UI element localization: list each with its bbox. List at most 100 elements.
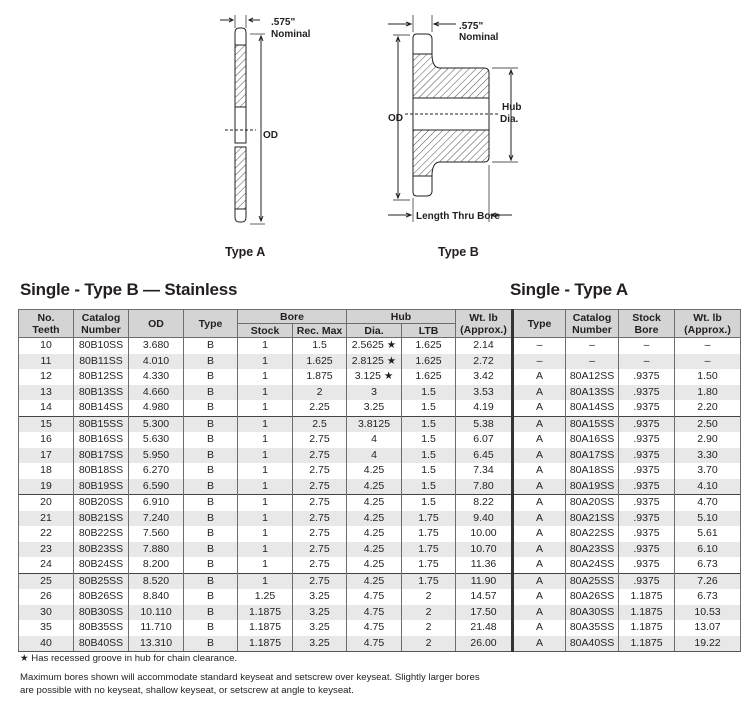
cell-bore-rec-max: 1.625 [292, 353, 347, 369]
cell-hub-ltb: 1.625 [400, 353, 457, 369]
cell-weight: 3.42 [455, 369, 514, 385]
header-a-type: Type [511, 309, 567, 338]
cell-od: 4.010 [128, 353, 184, 369]
cell-a-type: A [511, 415, 567, 432]
table-row: 11 80B11SS 4.010 B 1 1.625 2.8125 ★ 1.625 2.72– –… [18, 353, 742, 369]
cell-catalog: 80B26SS [73, 589, 129, 605]
cell-bore-stock: 1 [237, 432, 293, 448]
cell-od: 13.310 [128, 635, 184, 652]
table-row: 21 80B21SS 7.240 B 1 2.75 4.25 1.75 9.40 A 80A21SS… [18, 510, 742, 526]
cell-a-weight: 19.22 [674, 635, 742, 652]
cell-bore-rec-max: 2.75 [292, 526, 347, 542]
cell-bore-rec-max: 3.25 [292, 589, 347, 605]
cell-bore-stock: 1.25 [237, 589, 293, 605]
cell-catalog: 80B14SS [73, 400, 129, 416]
cell-a-weight: 5.10 [674, 510, 742, 526]
cell-a-weight: 6.73 [674, 589, 742, 605]
cell-teeth: 24 [18, 557, 74, 573]
cell-bore-rec-max: 3.25 [292, 635, 347, 652]
header-od: OD [128, 309, 184, 338]
cell-catalog: 80B13SS [73, 384, 129, 400]
cell-a-catalog: 80A12SS [565, 369, 620, 385]
header-rec-max: Rec. Max [292, 323, 347, 338]
cell-hub-dia: 3.25 [346, 400, 402, 416]
table-row: 25 80B25SS 8.520 B 1 2.75 4.25 1.75 11.90 A 80A25S… [18, 572, 742, 589]
cell-type: B [183, 447, 238, 463]
cell-hub-dia: 4.25 [346, 572, 402, 589]
cell-hub-ltb: 1.625 [400, 337, 457, 354]
cell-hub-dia: 4.25 [346, 494, 402, 511]
cell-bore-rec-max: 2.25 [292, 400, 347, 416]
cell-od: 4.980 [128, 400, 184, 416]
cell-weight: 5.38 [455, 415, 514, 432]
cell-catalog: 80B12SS [73, 369, 129, 385]
cell-a-weight: 7.26 [674, 572, 742, 589]
cell-weight: 2.72 [455, 353, 514, 369]
cell-teeth: 21 [18, 510, 74, 526]
cell-type: B [183, 337, 238, 354]
cell-a-type: A [511, 620, 567, 636]
cell-weight: 10.70 [455, 541, 514, 557]
cell-teeth: 17 [18, 447, 74, 463]
cell-od: 11.710 [128, 620, 184, 636]
cell-a-catalog: 80A19SS [565, 478, 620, 495]
cell-a-stock-bore: 1.1875 [618, 635, 676, 652]
cell-type: B [183, 572, 238, 589]
cell-od: 7.880 [128, 541, 184, 557]
cell-hub-dia: 4 [346, 432, 402, 448]
cell-type: B [183, 510, 238, 526]
cell-a-catalog: – [565, 353, 620, 369]
cell-bore-stock: 1 [237, 510, 293, 526]
cell-hub-ltb: 1.5 [400, 415, 457, 432]
cell-weight: 4.19 [455, 400, 514, 416]
cell-bore-rec-max: 2 [292, 384, 347, 400]
table-row: 13 80B13SS 4.660 B 1 2 3 1.5 3.53 A 80A13SS .9375 1.… [18, 384, 742, 400]
cell-teeth: 20 [18, 494, 74, 511]
cell-od: 6.590 [128, 478, 184, 495]
cell-hub-dia: 4.25 [346, 478, 402, 495]
table-row: 12 80B12SS 4.330 B 1 1.875 3.125 ★ 1.625 3.42 A 80… [18, 369, 742, 385]
cell-hub-ltb: 1.75 [400, 541, 457, 557]
cell-a-type: A [511, 447, 567, 463]
cell-hub-ltb: 1.75 [400, 526, 457, 542]
cell-hub-dia: 4.25 [346, 463, 402, 479]
type-a-section-title: Single - Type A [510, 280, 628, 299]
cell-hub-dia: 4.25 [346, 526, 402, 542]
cell-bore-stock: 1 [237, 463, 293, 479]
cell-teeth: 15 [18, 415, 74, 432]
cell-weight: 10.00 [455, 526, 514, 542]
cell-a-weight: 1.50 [674, 369, 742, 385]
cell-teeth: 14 [18, 400, 74, 416]
cell-catalog: 80B10SS [73, 337, 129, 354]
cell-a-weight: 10.53 [674, 604, 742, 620]
type-b-caption: Type B [438, 245, 479, 259]
table-row: 16 80B16SS 5.630 B 1 2.75 4 1.5 6.07 A 80A16SS .937… [18, 432, 742, 448]
cell-od: 8.840 [128, 589, 184, 605]
cell-bore-rec-max: 2.75 [292, 447, 347, 463]
cell-od: 7.560 [128, 526, 184, 542]
cell-a-type: A [511, 369, 567, 385]
cell-teeth: 22 [18, 526, 74, 542]
cell-catalog: 80B40SS [73, 635, 129, 652]
cell-a-stock-bore: .9375 [618, 432, 676, 448]
cell-hub-ltb: 1.75 [400, 572, 457, 589]
cell-a-stock-bore: .9375 [618, 557, 676, 573]
cell-type: B [183, 478, 238, 495]
type-b-ltb-label: Length Thru Bore [416, 211, 500, 222]
table-row: 15 80B15SS 5.300 B 1 2.5 3.8125 1.5 5.38 A 80A15SS… [18, 415, 742, 432]
cell-a-weight: 3.70 [674, 463, 742, 479]
cell-catalog: 80B16SS [73, 432, 129, 448]
header-bore: Bore [237, 309, 347, 324]
cell-type: B [183, 541, 238, 557]
cell-hub-dia: 4.75 [346, 604, 402, 620]
cell-a-stock-bore: – [618, 337, 676, 354]
cell-bore-stock: 1 [237, 337, 293, 354]
cell-od: 4.660 [128, 384, 184, 400]
cell-teeth: 10 [18, 337, 74, 354]
cell-a-catalog: 80A24SS [565, 557, 620, 573]
cell-a-stock-bore: .9375 [618, 478, 676, 495]
cell-hub-dia: 4.25 [346, 510, 402, 526]
cell-a-stock-bore: 1.1875 [618, 604, 676, 620]
table-row: 17 80B17SS 5.950 B 1 2.75 4 1.5 6.45 A 80A17SS .937… [18, 447, 742, 463]
cell-a-stock-bore: .9375 [618, 526, 676, 542]
